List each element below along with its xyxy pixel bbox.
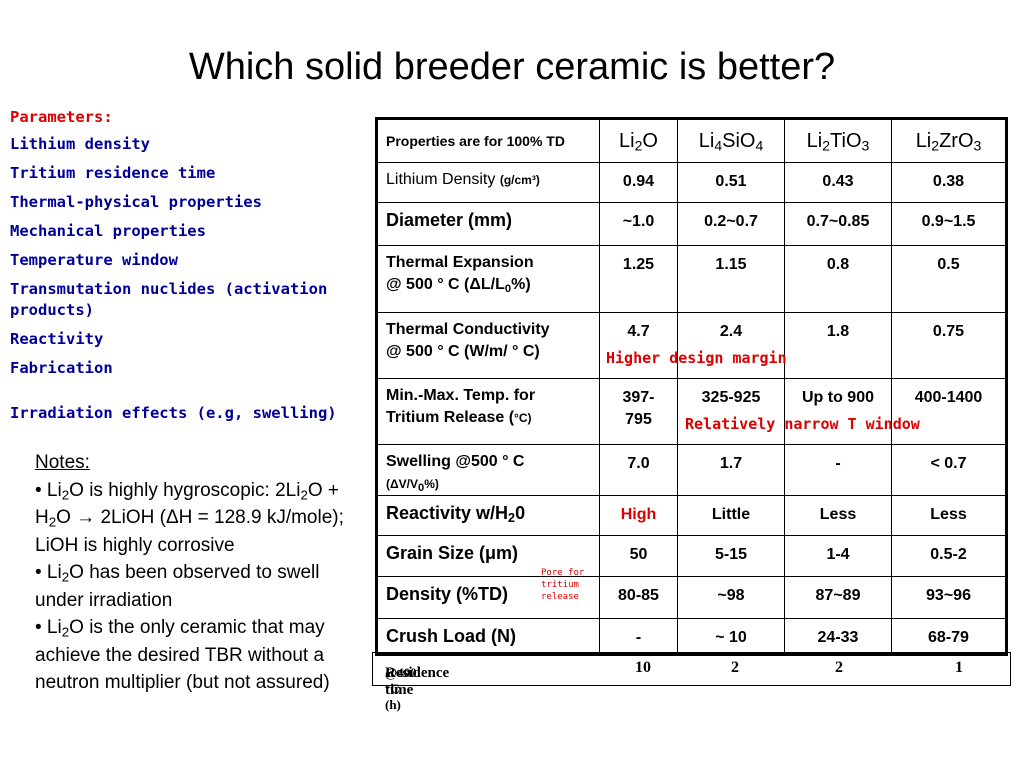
table-cell: ~ 10: [677, 618, 785, 655]
parameters-list: Parameters: Lithium density Tritium resi…: [10, 108, 350, 432]
annotation-pore: Pore for tritium release: [541, 568, 585, 602]
table-cell: 325-925: [677, 378, 785, 445]
table-cell: 93~96: [891, 576, 1007, 619]
table-row: Crush Load (N) - ~ 10 24-33 68-79: [376, 618, 1007, 655]
annotation-higher-design-margin: Higher design margin: [606, 349, 787, 367]
table-row: Swelling @500 ° C (ΔV/V0%) 7.0 1.7 - < 0.…: [376, 444, 1007, 496]
table-cell: 0.38: [891, 162, 1007, 203]
table-cell: 0.8: [784, 245, 892, 313]
row-label: Min.-Max. Temp. for Tritium Release (°C): [376, 378, 600, 445]
row-label: Crush Load (N): [376, 618, 600, 655]
parameter-item: Thermal-physical properties: [10, 193, 262, 211]
note-swelling: • Li2O has been observed to swell under …: [35, 562, 320, 611]
table-cell: < 0.7: [891, 444, 1007, 496]
slide-title: Which solid breeder ceramic is better?: [188, 46, 836, 88]
table-cell: 1-4: [784, 535, 892, 577]
table-cell: 87~89: [784, 576, 892, 619]
column-header: Li2TiO3: [784, 118, 892, 163]
table-row: Reactivity w/H20 High Little Less Less: [376, 495, 1007, 536]
row-label: Reactivity w/H20: [376, 495, 600, 536]
parameter-item: Irradiation effects (e.g, swelling): [10, 404, 337, 422]
table-cell: 1.15: [677, 245, 785, 313]
table-cell: Less: [891, 495, 1007, 536]
table-cell: 0.7~0.85: [784, 202, 892, 246]
table-row: Density (%TD) 80-85 ~98 87~89 93~96: [376, 576, 1007, 619]
column-header: Li4SiO4: [677, 118, 785, 163]
table-cell: 7.0: [599, 444, 678, 496]
residence-time-value: 2: [835, 659, 843, 676]
parameter-item: Fabrication: [10, 359, 113, 377]
table-row: Thermal Expansion @ 500 ° C (ΔL/L0%) 1.25…: [376, 245, 1007, 313]
table-cell: Up to 900: [784, 378, 892, 445]
residence-time-value: 10: [635, 659, 651, 676]
table-cell: 68-79: [891, 618, 1007, 655]
residence-time-value: 1: [955, 659, 963, 676]
table-cell: -: [599, 618, 678, 655]
table-cell: 1.7: [677, 444, 785, 496]
row-label: Grain Size (μm): [376, 535, 600, 577]
table-cell: 1.25: [599, 245, 678, 313]
row-label: Lithium Density (g/cm³): [376, 162, 600, 203]
table-cell: Little: [677, 495, 785, 536]
table-cell: 80-85: [599, 576, 678, 619]
table-cell: 0.51: [677, 162, 785, 203]
parameter-item: Lithium density: [10, 135, 150, 153]
table-row: Grain Size (μm) 50 5-15 1-4 0.5-2: [376, 535, 1007, 577]
table-header-row: Properties are for 100% TD Li2O Li4SiO4 …: [376, 118, 1007, 163]
table-cell: 0.5: [891, 245, 1007, 313]
table-cell: 0.94: [599, 162, 678, 203]
table-row: Thermal Conductivity @ 500 ° C (W/m/ ° C)…: [376, 312, 1007, 379]
table-cell: 0.9~1.5: [891, 202, 1007, 246]
table-row: Min.-Max. Temp. for Tritium Release (°C) …: [376, 378, 1007, 445]
table-row: Diameter (mm) ~1.0 0.2~0.7 0.7~0.85 0.9~…: [376, 202, 1007, 246]
parameter-item: Mechanical properties: [10, 222, 206, 240]
note-hygroscopic: • Li2O is highly hygroscopic: 2Li2O + H2…: [35, 479, 344, 556]
notes: Notes: • Li2O is highly hygroscopic: 2Li…: [35, 449, 350, 697]
parameter-item: Reactivity: [10, 330, 104, 348]
parameter-item: Tritium residence time: [10, 164, 216, 182]
table-cell: ~1.0: [599, 202, 678, 246]
column-header: Li2ZrO3: [891, 118, 1007, 163]
residence-time-value: 2: [731, 659, 739, 676]
table-cell: 5-15: [677, 535, 785, 577]
row-label: Diameter (mm): [376, 202, 600, 246]
table-cell: 0.75: [891, 312, 1007, 379]
table-cell: -: [784, 444, 892, 496]
table-cell: 397-795: [599, 378, 678, 445]
table-cell: 4.7: [599, 312, 678, 379]
table-cell: High: [599, 495, 678, 536]
table-row: Lithium Density (g/cm³) 0.94 0.51 0.43 0…: [376, 162, 1007, 203]
table-cell: 400-1400: [891, 378, 1007, 445]
properties-table: Properties are for 100% TD Li2O Li4SiO4 …: [375, 117, 1008, 656]
table-cell: Less: [784, 495, 892, 536]
table-cell: 24-33: [784, 618, 892, 655]
column-header: Li2O: [599, 118, 678, 163]
residence-time-row: Residence time @400 °C (h) 10 2 2 1: [372, 652, 1011, 712]
parameter-item: Transmutation nuclides (activation produ…: [10, 280, 328, 319]
parameters-header: Parameters:: [10, 108, 113, 126]
row-label: Density (%TD): [376, 576, 600, 619]
header-label: Properties are for 100% TD: [376, 118, 600, 163]
row-label: Thermal Conductivity @ 500 ° C (W/m/ ° C): [376, 312, 600, 379]
row-label: Thermal Expansion @ 500 ° C (ΔL/L0%): [376, 245, 600, 313]
table-cell: 2.4: [677, 312, 785, 379]
table-cell: 0.5-2: [891, 535, 1007, 577]
row-label: Swelling @500 ° C (ΔV/V0%): [376, 444, 600, 496]
table-cell: 0.2~0.7: [677, 202, 785, 246]
table-cell: 1.8: [784, 312, 892, 379]
table-cell: ~98: [677, 576, 785, 619]
note-tbr: • Li2O is the only ceramic that may achi…: [35, 617, 330, 693]
annotation-narrow-window: Relatively narrow T window: [685, 415, 920, 433]
notes-header: Notes:: [35, 452, 90, 473]
table-cell: 0.43: [784, 162, 892, 203]
table-cell: 50: [599, 535, 678, 577]
parameter-item: Temperature window: [10, 251, 178, 269]
